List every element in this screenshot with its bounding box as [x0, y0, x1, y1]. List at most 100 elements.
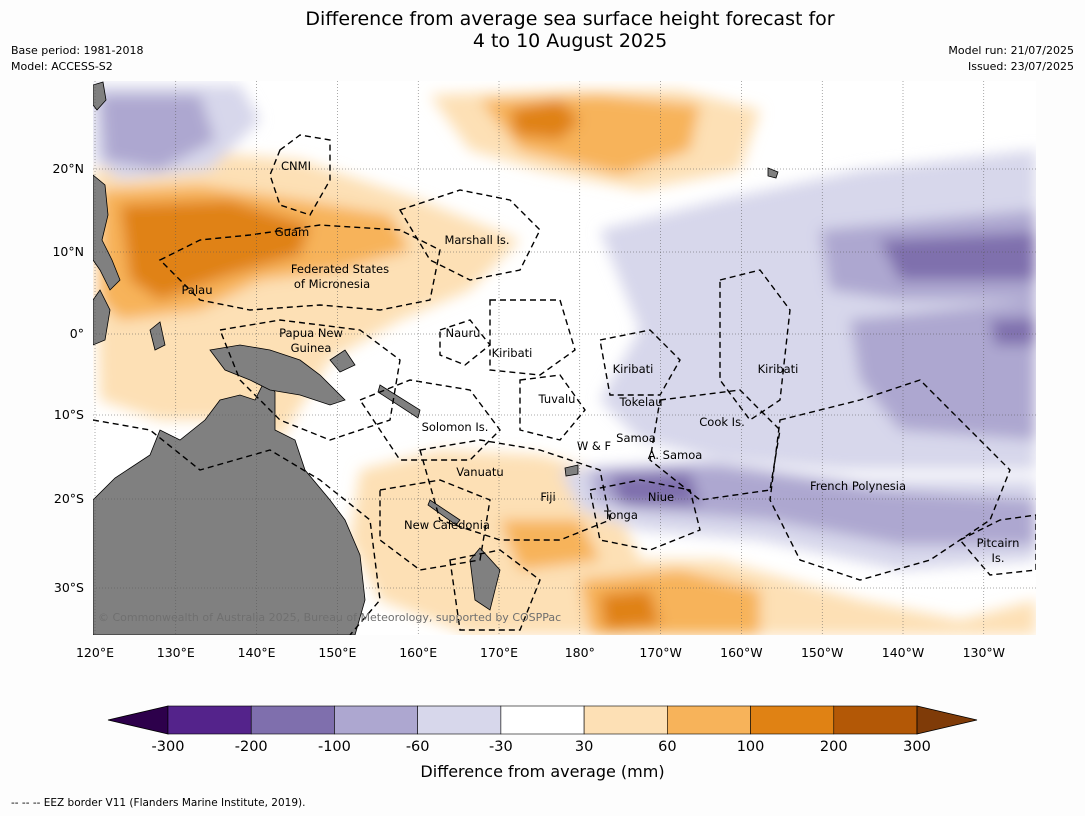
anomaly-purple-mid: [850, 300, 1036, 440]
eez-australia: [93, 419, 381, 635]
place-label: W & F: [577, 439, 611, 453]
longitude-tick-label: 130°W: [963, 645, 1005, 660]
philippines: [93, 174, 121, 291]
colorbar-swatch: [500, 705, 585, 735]
latitude-tick-label: 10°N: [52, 244, 84, 259]
title-line-1: Difference from average sea surface heig…: [305, 8, 835, 30]
longitude-ticks: 120°E 130°E 140°E 150°E 160°E 170°E 180° 170°W 1…: [76, 645, 1005, 660]
land: [93, 81, 779, 635]
place-label: Vanuatu: [456, 465, 503, 479]
anomaly-orange-light: [350, 450, 1036, 635]
eez-marshall: [398, 189, 541, 281]
anomaly-purple-dark: [880, 232, 1036, 280]
colorbar-tick-label: -100: [318, 739, 351, 755]
australia: [93, 379, 366, 635]
colorbar-extend-low: [107, 705, 169, 735]
longitude-tick-label: 170°W: [639, 645, 681, 660]
model-run: Model run: 21/07/2025: [948, 44, 1074, 57]
eez-png: [219, 319, 401, 441]
eez-nz: [449, 549, 541, 631]
meta-right: Model run: 21/07/2025 Issued: 23/07/2025: [948, 43, 1074, 75]
latitude-tick-label: 30°S: [54, 580, 84, 595]
eez-tuvalu: [519, 374, 586, 441]
colorbar: -300 -200 -100 -60 -30 30 60 100 200 300: [107, 705, 978, 755]
place-label: Marshall Is.: [444, 233, 509, 247]
eez-cnmi: [269, 134, 331, 216]
longitude-tick-label: 120°E: [76, 645, 114, 660]
colorbar-swatch: [583, 705, 668, 735]
longitude-tick-label: 130°E: [157, 645, 195, 660]
anomaly-purple-mid: [590, 465, 1036, 545]
place-label: A. Samoa: [648, 448, 703, 462]
meta-left: Base period: 1981-2018 Model: ACCESS-S2: [11, 43, 143, 75]
anomaly-orange-mid: [500, 520, 600, 570]
eez-kiribati-line: [719, 269, 791, 421]
place-label: Kiribati: [758, 362, 799, 376]
colorbar-swatch: [750, 705, 835, 735]
place-label: Guam: [275, 225, 309, 239]
anomaly-field: [93, 85, 1036, 635]
colorbar-swatch: [334, 705, 418, 735]
issued-date: Issued: 23/07/2025: [967, 60, 1074, 73]
borneo-celebes: [93, 289, 111, 346]
colorbar-label: Difference from average (mm): [420, 762, 665, 781]
colorbar-swatch: [667, 705, 751, 735]
longitude-tick-label: 140°E: [238, 645, 276, 660]
eez-fsm: [158, 224, 441, 311]
latitude-ticks: 20°N 10°N 0° 10°S 20°S 30°S: [52, 161, 84, 595]
longitude-tick-label: 150°E: [318, 645, 356, 660]
longitude-tick-label: 180°: [565, 645, 595, 660]
place-label: French Polynesia: [810, 479, 906, 493]
graticule: [93, 81, 1036, 635]
place-label: Guinea: [291, 341, 332, 355]
colorbar-swatch: [167, 705, 252, 735]
anomaly-orange-dark: [600, 590, 660, 630]
place-label: Tokelau: [619, 395, 663, 409]
eez-kiribati-gilbert: [489, 299, 576, 376]
footer-note: -- -- -- EEZ border V11 (Flanders Marine…: [11, 797, 306, 809]
base-period: Base period: 1981-2018: [11, 44, 144, 57]
taiwan: [93, 81, 107, 111]
colorbar-tick-label: 100: [737, 739, 765, 755]
colorbar-swatch: [833, 705, 918, 735]
hawaii: [767, 167, 779, 179]
place-label: Tuvalu: [538, 392, 576, 406]
eez-vanuatu-fiji: [419, 439, 611, 541]
place-label: CNMI: [281, 159, 311, 173]
model-name: Model: ACCESS-S2: [11, 60, 113, 73]
copyright-notice: © Commonwealth of Australia 2025, Bureau…: [98, 611, 561, 624]
place-label: Papua New: [279, 326, 343, 340]
place-label: Niue: [648, 490, 674, 504]
longitude-tick-label: 150°W: [801, 645, 843, 660]
colorbar-tick-label: -30: [489, 739, 513, 755]
title-line-2: 4 to 10 August 2025: [472, 30, 668, 52]
fiji: [564, 464, 579, 477]
latitude-tick-label: 20°N: [52, 161, 84, 176]
colorbar-tick-label: -200: [235, 739, 268, 755]
latitude-tick-label: 20°S: [54, 491, 84, 506]
anomaly-purple-dark: [610, 472, 700, 505]
place-label: Cook Is.: [699, 415, 744, 429]
colorbar-swatch: [250, 705, 335, 735]
place-label: Palau: [182, 283, 213, 297]
eez-solomon: [358, 379, 501, 461]
chart-title: Difference from average sea surface heig…: [0, 8, 1085, 52]
colorbar-tick-label: -60: [406, 739, 430, 755]
colorbar-tick-label: 60: [658, 739, 676, 755]
place-label: Solomon Is.: [422, 420, 489, 434]
place-label: Pitcairn: [977, 536, 1020, 550]
colorbar-tick-label: -300: [152, 739, 185, 755]
longitude-tick-label: 170°E: [480, 645, 518, 660]
eez-new-caledonia: [379, 479, 491, 571]
place-label: Is.: [991, 551, 1004, 565]
longitude-tick-label: 160°E: [399, 645, 437, 660]
place-label: Tonga: [603, 508, 638, 522]
eez-tonga-niue: [589, 479, 701, 551]
eez-cook: [649, 389, 781, 501]
new-britain: [329, 349, 356, 373]
place-label: New Caledonia: [404, 518, 490, 532]
place-label: Kiribati: [492, 346, 533, 360]
